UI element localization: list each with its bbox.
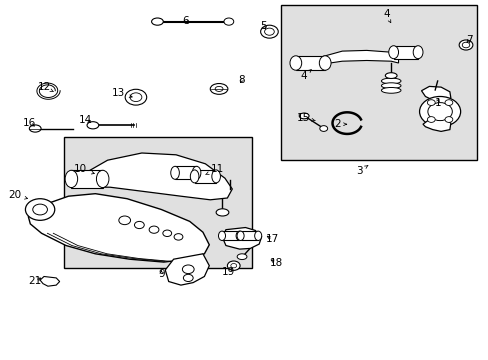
Ellipse shape — [210, 84, 227, 94]
Polygon shape — [40, 276, 60, 286]
Text: 19: 19 — [222, 267, 235, 277]
Text: 7: 7 — [465, 35, 472, 45]
Ellipse shape — [237, 231, 244, 240]
Polygon shape — [422, 119, 450, 131]
Ellipse shape — [215, 86, 223, 91]
Text: 11: 11 — [205, 164, 224, 175]
Circle shape — [427, 103, 451, 121]
Text: 1: 1 — [433, 98, 440, 108]
Ellipse shape — [299, 113, 308, 119]
Bar — [295, 56, 325, 70]
Circle shape — [419, 96, 460, 127]
Bar — [222, 231, 239, 240]
Ellipse shape — [190, 170, 199, 183]
Ellipse shape — [264, 28, 274, 35]
Ellipse shape — [412, 46, 422, 59]
Bar — [194, 170, 216, 183]
Polygon shape — [322, 50, 398, 64]
Text: 6: 6 — [182, 16, 189, 26]
Ellipse shape — [87, 122, 99, 129]
Ellipse shape — [151, 18, 163, 25]
Ellipse shape — [224, 18, 233, 25]
Ellipse shape — [125, 89, 146, 105]
Polygon shape — [222, 228, 261, 249]
Text: 13: 13 — [111, 88, 132, 98]
Ellipse shape — [381, 78, 400, 84]
Circle shape — [33, 204, 47, 215]
Ellipse shape — [458, 40, 472, 50]
Ellipse shape — [237, 254, 246, 260]
Ellipse shape — [385, 73, 396, 78]
Text: 9: 9 — [158, 269, 164, 279]
Bar — [393, 46, 417, 59]
Ellipse shape — [218, 231, 225, 240]
Bar — [240, 231, 258, 240]
Ellipse shape — [254, 231, 261, 240]
Circle shape — [182, 265, 194, 274]
Ellipse shape — [170, 166, 179, 179]
Ellipse shape — [227, 261, 240, 270]
Bar — [71, 170, 102, 188]
Text: 4: 4 — [300, 70, 311, 81]
Bar — [63, 137, 251, 268]
Circle shape — [427, 117, 434, 122]
Circle shape — [183, 274, 193, 282]
Ellipse shape — [381, 87, 400, 93]
Ellipse shape — [236, 231, 243, 240]
Ellipse shape — [130, 93, 142, 102]
Text: 21: 21 — [28, 276, 42, 286]
Polygon shape — [421, 86, 450, 102]
Ellipse shape — [65, 170, 78, 188]
Text: 18: 18 — [269, 258, 283, 268]
Ellipse shape — [319, 126, 327, 131]
Ellipse shape — [211, 170, 220, 183]
Text: 3: 3 — [355, 166, 367, 176]
Text: 10: 10 — [74, 164, 94, 174]
Text: 4: 4 — [382, 9, 390, 23]
Polygon shape — [28, 194, 209, 262]
Text: 12: 12 — [37, 82, 53, 92]
Circle shape — [444, 100, 452, 105]
Text: 16: 16 — [22, 118, 36, 128]
Circle shape — [444, 117, 452, 122]
Circle shape — [25, 199, 55, 220]
Ellipse shape — [289, 56, 301, 70]
Bar — [281, 5, 476, 160]
Text: 14: 14 — [79, 114, 92, 125]
Text: 8: 8 — [238, 75, 245, 85]
Circle shape — [134, 221, 144, 229]
Ellipse shape — [230, 264, 236, 268]
Text: 15: 15 — [296, 113, 315, 123]
Circle shape — [163, 230, 171, 237]
Circle shape — [149, 226, 159, 233]
Text: 20: 20 — [8, 190, 27, 200]
Text: 2: 2 — [333, 119, 346, 129]
Text: 5: 5 — [259, 21, 266, 31]
Ellipse shape — [260, 25, 278, 38]
Ellipse shape — [216, 209, 228, 216]
Ellipse shape — [388, 46, 398, 59]
Ellipse shape — [96, 170, 109, 188]
Ellipse shape — [29, 125, 41, 132]
Ellipse shape — [381, 83, 400, 89]
Circle shape — [174, 234, 183, 240]
Polygon shape — [165, 254, 209, 285]
Ellipse shape — [319, 56, 330, 70]
Ellipse shape — [461, 42, 469, 48]
Polygon shape — [77, 153, 232, 200]
Bar — [175, 166, 196, 179]
Text: 17: 17 — [265, 234, 279, 244]
Ellipse shape — [192, 166, 201, 179]
Circle shape — [427, 100, 434, 105]
Circle shape — [119, 216, 130, 225]
